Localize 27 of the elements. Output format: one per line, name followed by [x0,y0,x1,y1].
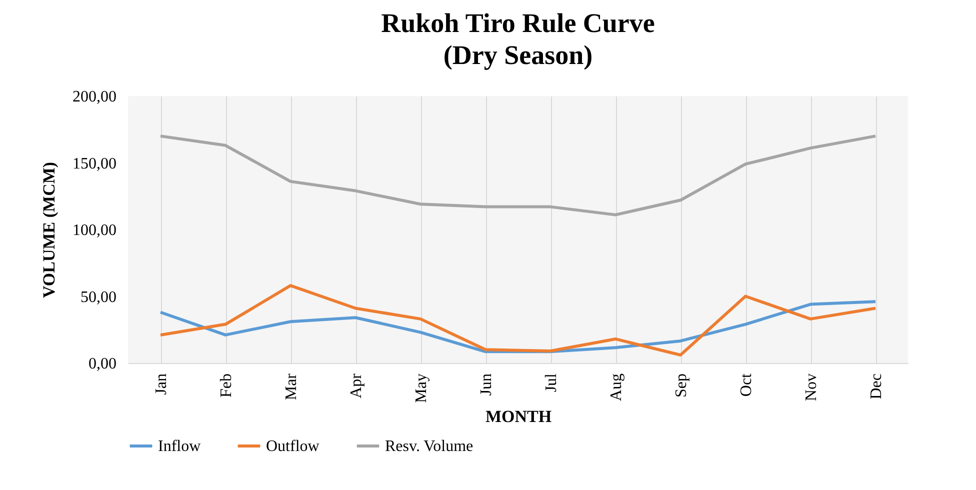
x-tick-label: Nov [803,374,820,402]
line-series [159,134,877,216]
x-tick-label: Mar [283,372,300,400]
y-tick-label: 50,00 [80,288,116,306]
text: Rukoh Tiro Rule Curve [381,8,655,38]
x-tick-label: Jul [543,372,560,392]
y-tick-label: 150,00 [72,155,116,172]
x-tick-label: Apr [348,372,365,398]
x-tick-label: Aug [608,374,625,402]
legend-label: Outflow [266,438,320,455]
y-axis-title: VOLUME (MCM) [40,162,58,298]
x-tick-label: Jun [478,374,495,396]
y-tick-label: 200,00 [72,88,116,106]
x-tick-label: Sep [673,374,690,398]
legend-label: Resv. Volume [385,438,474,455]
x-tick-label: Jan [153,374,170,395]
x-tick-label: Oct [738,372,755,397]
line-series [159,300,877,354]
line-series [159,284,877,356]
x-tick-label: Feb [218,374,235,398]
x-tick-label: Dec [868,374,885,400]
y-tick-label: 0,00 [88,356,116,372]
legend-label: Inflow [158,438,202,455]
y-tick-label: 100,00 [72,222,116,239]
x-tick-label: May [413,374,430,403]
x-axis-title: MONTH [485,406,552,426]
text: (Dry Season) [443,40,593,70]
